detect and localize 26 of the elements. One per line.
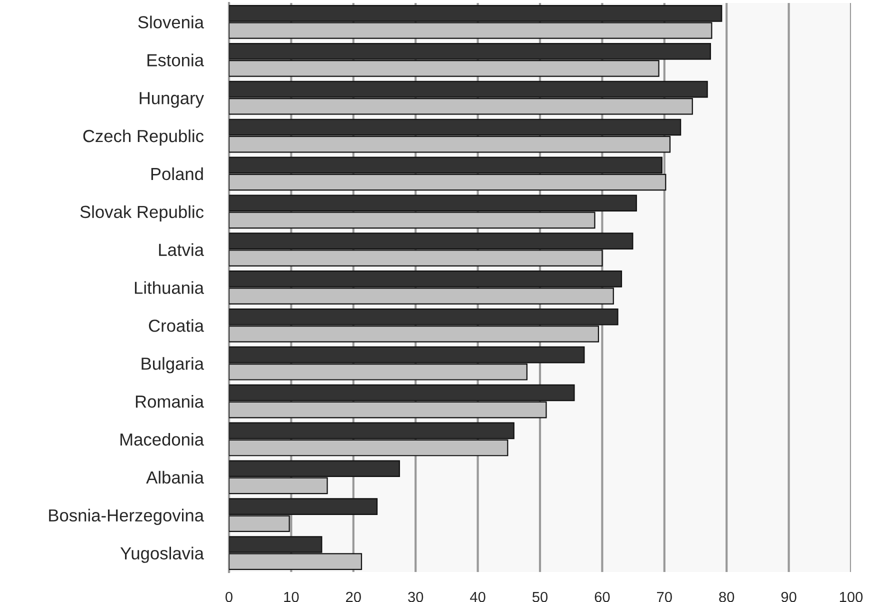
y-tick-label: Slovak Republic [80,205,204,222]
y-tick-label: Czech Republic [83,129,204,146]
x-tick-label: 90 [781,592,796,602]
y-tick-label: Macedonia [120,432,204,446]
y-tick-label: Hungary [140,92,204,108]
x-tick-label: 60 [594,592,610,602]
y-tick-label: Bosnia-Herzegovina [49,508,204,525]
y-tick-label: Slovenia [138,16,204,28]
x-tick-label: 100 [840,592,863,602]
y-tick-label: Lithuania [134,281,204,294]
y-tick-label: Estonia [148,54,204,66]
x-tick-label: 30 [408,592,424,602]
x-tick-label: 0 [226,592,232,602]
x-tick-label: 20 [346,592,361,602]
y-tick-label: Poland [151,167,203,180]
x-tick-label: 40 [470,592,486,602]
y-tick-label: Romania [136,395,204,408]
x-tick-label: 50 [532,592,548,602]
y-tick-label: Yugoslavia [120,546,204,563]
x-tick-label: 70 [657,592,672,602]
y-tick-label: Bulgaria [142,357,204,374]
y-tick-label: Croatia [148,319,204,332]
x-tick-label: 10 [284,592,299,602]
x-tick-label: 80 [719,592,734,602]
y-tick-label: Albania [146,470,204,484]
y-tick-label: Latvia [159,243,204,256]
